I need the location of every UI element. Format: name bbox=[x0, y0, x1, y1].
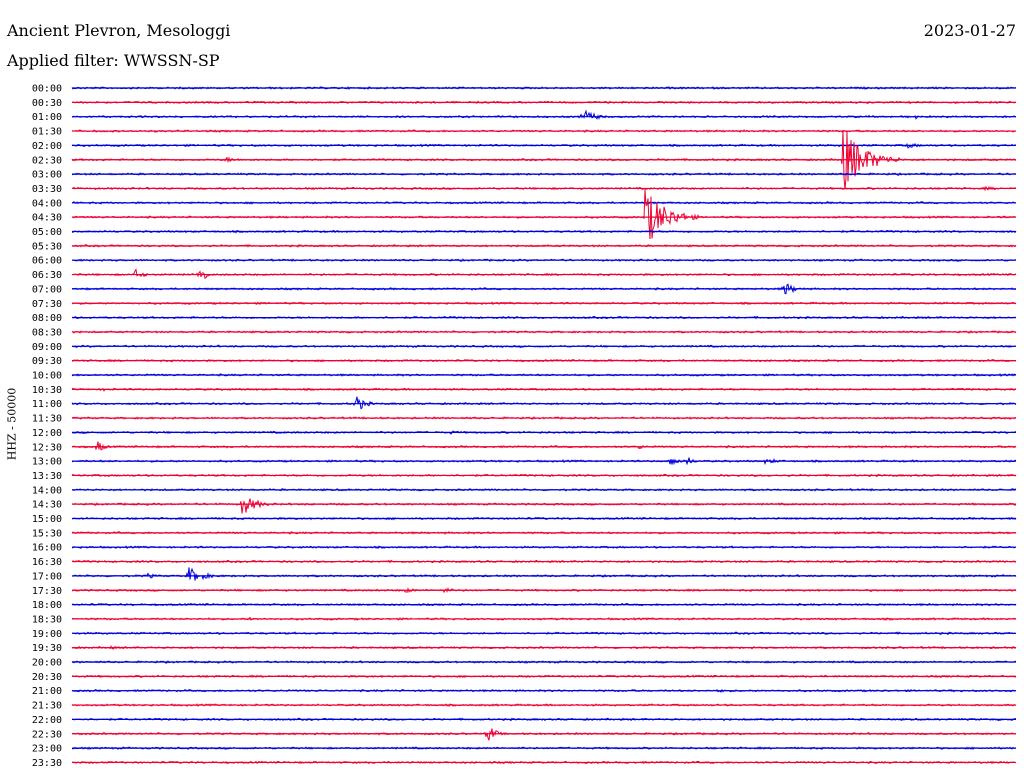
trace-label: 01:00 bbox=[32, 112, 62, 123]
trace-label: 11:30 bbox=[32, 414, 62, 425]
trace-label: 02:30 bbox=[32, 155, 62, 166]
station-title: Ancient Plevron, Mesologgi bbox=[7, 21, 231, 40]
trace-label: 18:30 bbox=[32, 614, 62, 625]
trace-line bbox=[71, 268, 1017, 279]
trace-label: 18:00 bbox=[32, 600, 62, 611]
trace-label: 23:00 bbox=[32, 744, 62, 755]
trace-label: 20:30 bbox=[32, 672, 62, 683]
trace-label: 01:30 bbox=[32, 127, 62, 138]
trace-line bbox=[71, 498, 1017, 514]
filter-label: Applied filter: WWSSN-SP bbox=[7, 51, 220, 70]
tick-label-group: 00:00 00:30 01:00 01:30 02:00 02:30 03:00 03:30… bbox=[32, 84, 62, 769]
trace-label: 02:00 bbox=[32, 141, 62, 152]
trace-group bbox=[71, 85, 1017, 765]
trace-label: 17:00 bbox=[32, 571, 62, 582]
trace-label: 03:00 bbox=[32, 170, 62, 181]
trace-label: 15:30 bbox=[32, 528, 62, 539]
trace-line bbox=[71, 441, 1017, 451]
trace-label: 21:30 bbox=[32, 701, 62, 712]
trace-label: 22:00 bbox=[32, 715, 62, 726]
trace-label: 12:00 bbox=[32, 428, 62, 439]
trace-label: 07:00 bbox=[32, 284, 62, 295]
trace-label: 22:30 bbox=[32, 729, 62, 740]
trace-label: 05:00 bbox=[32, 227, 62, 238]
trace-label: 08:00 bbox=[32, 313, 62, 324]
trace-label: 21:00 bbox=[32, 686, 62, 697]
trace-label: 19:00 bbox=[32, 629, 62, 640]
trace-label: 04:30 bbox=[32, 213, 62, 224]
trace-label: 06:00 bbox=[32, 256, 62, 267]
trace-label: 10:30 bbox=[32, 385, 62, 396]
trace-label: 09:00 bbox=[32, 342, 62, 353]
trace-line bbox=[72, 567, 1017, 581]
trace-label: 15:00 bbox=[32, 514, 62, 525]
trace-label: 16:00 bbox=[32, 543, 62, 554]
trace-label: 19:30 bbox=[32, 643, 62, 654]
trace-label: 17:30 bbox=[32, 586, 62, 597]
trace-label: 03:30 bbox=[32, 184, 62, 195]
trace-label: 23:30 bbox=[32, 758, 62, 769]
trace-label: 13:00 bbox=[32, 457, 62, 468]
trace-label: 20:00 bbox=[32, 658, 62, 669]
date-label: 2023-01-27 bbox=[923, 21, 1016, 40]
trace-label: 10:00 bbox=[32, 371, 62, 382]
trace-label: 07:30 bbox=[32, 299, 62, 310]
trace-label: 09:30 bbox=[32, 356, 62, 367]
trace-label: 13:30 bbox=[32, 471, 62, 482]
trace-label: 14:30 bbox=[32, 500, 62, 511]
trace-label: 05:30 bbox=[32, 241, 62, 252]
trace-line bbox=[71, 396, 1017, 410]
trace-label: 16:30 bbox=[32, 557, 62, 568]
trace-label: 00:30 bbox=[32, 98, 62, 109]
trace-label: 12:30 bbox=[32, 442, 62, 453]
trace-line bbox=[71, 728, 1017, 741]
trace-label: 00:00 bbox=[32, 84, 62, 95]
trace-line bbox=[71, 109, 1017, 120]
trace-label: 11:00 bbox=[32, 399, 62, 410]
trace-label: 04:00 bbox=[32, 198, 62, 209]
trace-label: 08:30 bbox=[32, 327, 62, 338]
trace-label: 06:30 bbox=[32, 270, 62, 281]
trace-label: 14:00 bbox=[32, 485, 62, 496]
